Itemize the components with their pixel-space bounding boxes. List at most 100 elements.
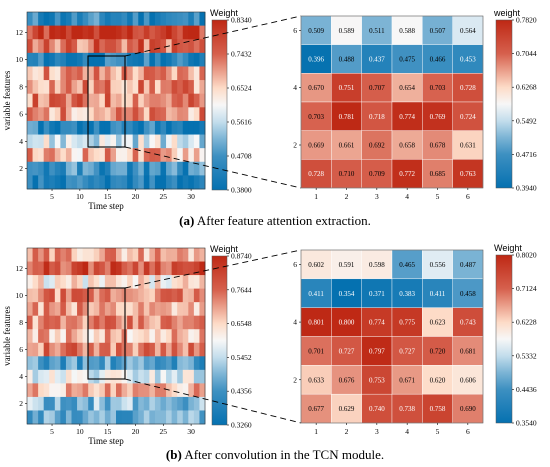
panel-b-overview-cell (188, 261, 195, 276)
panel-b-overview-cell (99, 302, 106, 317)
panel-b-overview-cell (160, 261, 167, 276)
panel-b-overview-cell (38, 383, 45, 398)
panel-b-overview-cell (199, 396, 206, 411)
panel-b-overview-cell (149, 302, 156, 317)
panel-a-overview-cell (27, 93, 33, 108)
panel-a-zoom-cell-label: 0.511 (369, 27, 385, 35)
panel-a-overview-cell (188, 12, 195, 27)
panel-b-overview-cell (177, 342, 184, 357)
panel-b-overview-cell (188, 275, 195, 290)
panel-b-overview-cell (65, 369, 72, 384)
panel-a-overview-cell (199, 39, 206, 54)
panel-b-overview-cell (116, 315, 122, 330)
panel-b-overview-cell (182, 356, 189, 371)
panel-b-zoom-xtick-label: 2 (345, 427, 349, 436)
panel-a-overview-cell (27, 80, 33, 95)
panel-b-overview-cell (49, 396, 56, 411)
panel-a-zoom-cell-label: 0.437 (369, 56, 385, 64)
panel-a-overview-cell (104, 93, 111, 108)
panel-b-overview-cell (199, 342, 206, 357)
panel-b-overview-cell (27, 248, 33, 262)
panel-a-overview-cell (188, 66, 195, 81)
panel-b-overview-cell (182, 396, 189, 411)
panel-b-overview-cell (49, 288, 56, 303)
panel-b-zoom-cell (391, 278, 423, 308)
panel-b-overview-cell (32, 329, 39, 344)
panel-b-overview-cell (49, 302, 56, 317)
panel-b-overview-xtick-label: 20 (132, 427, 140, 436)
panel-b-overview-cell (49, 261, 56, 276)
panel-b-overview-cell (188, 315, 195, 330)
panel-b-overview-cell (71, 329, 78, 344)
panel-b-overview-cell (116, 302, 122, 317)
panel-a-zoom-cell (361, 159, 393, 189)
panel-b-overview-cell (77, 396, 84, 411)
panel-a-overview-cell (65, 93, 72, 108)
panel-a-overview-cell (166, 134, 173, 149)
panel-a-zoom-cell (331, 44, 362, 74)
panel-b-overview-cell (193, 410, 200, 425)
panel-a-overview-colorbar-title: Weight (210, 8, 238, 18)
panel-a-zoom-ytick-label: 6 (293, 26, 297, 35)
panel-a-zoom-ytick-label: 4 (293, 83, 297, 92)
panel-a-overview-cell (49, 161, 56, 176)
panel-b-overview-cell (166, 410, 173, 425)
caption-b: (b) After convolution in the TCN module. (0, 447, 550, 463)
panel-a-overview-cell (110, 25, 117, 40)
panel-a-overview-cell (116, 161, 122, 176)
panel-a-overview-cell (138, 93, 145, 108)
panel-b-overview-cell (116, 329, 122, 344)
panel-a-overview-cell (43, 148, 50, 163)
panel-a-overview-cell (54, 120, 61, 135)
panel-a-overview-cell (193, 161, 200, 176)
panel-b-overview-cell (54, 383, 61, 398)
panel-a-overview-cell (160, 161, 167, 176)
panel-b-zoom-cell-label: 0.676 (339, 376, 355, 384)
panel-b-overview-cell (182, 248, 189, 262)
panel-b-overview-cell (154, 261, 161, 276)
panel-b-overview-cell (43, 329, 50, 344)
panel-a-overview-cell (132, 148, 139, 163)
panel-a-overview-cell (160, 120, 167, 135)
panel-a-zoom-cell (422, 73, 453, 103)
panel-a-overview-cell (116, 52, 122, 67)
panel-b-overview-cell (121, 248, 128, 262)
panel-b-overview-xlabel: Time step (88, 436, 124, 446)
panel-a-overview-cell (177, 175, 184, 190)
panel-b-overview-colorbar-tick-label: 0.5452 (231, 353, 252, 362)
panel-a-overview-cell (182, 80, 189, 95)
panel-b-overview-cell (43, 261, 50, 276)
panel-a-overview-cell (188, 161, 195, 176)
panel-b-overview-cell (166, 329, 173, 344)
panel-a-overview-cell (60, 39, 67, 54)
panel-a-overview-cell (88, 25, 95, 40)
panel-b-overview-cell (88, 288, 95, 303)
panel-a-overview-cell (138, 175, 145, 190)
panel-a-zoom-cell-label: 0.774 (399, 113, 415, 121)
panel-b-overview-cell (110, 261, 117, 276)
panel-b-overview-cell (132, 383, 139, 398)
panel-a-overview-cell (149, 39, 156, 54)
panel-a-overview-cell (82, 107, 89, 122)
panel-a-overview-cell (160, 39, 167, 54)
panel-b-overview-cell (171, 302, 178, 317)
panel-a-overview-cell (177, 52, 184, 67)
panel-a-overview-cell (166, 148, 173, 163)
panel-a-overview-cell (99, 134, 106, 149)
panel-b-overview-cell (132, 261, 139, 276)
panel-b-overview-cell (182, 261, 189, 276)
panel-b-zoom-cell-label: 0.701 (308, 347, 324, 355)
panel-b-overview-cell (99, 329, 106, 344)
panel-a-overview-cell (116, 66, 122, 81)
panel-a-zoom-cell (422, 159, 453, 189)
panel-a-overview-cell (199, 66, 206, 81)
panel-b-zoom-colorbar-tick-label: 0.3540 (516, 419, 537, 428)
panel-b-overview-xtick-label: 25 (160, 427, 168, 436)
panel-a-zoom-colorbar-title: weight (493, 8, 521, 18)
panel-a-overview-cell (27, 120, 33, 135)
panel-a-overview-cell (99, 66, 106, 81)
panel-a-zoom-cell (391, 101, 423, 131)
panel-a-overview-cell (43, 93, 50, 108)
panel-a-zoom-cell-label: 0.710 (339, 170, 355, 178)
panel-b-overview-cell (121, 261, 128, 276)
